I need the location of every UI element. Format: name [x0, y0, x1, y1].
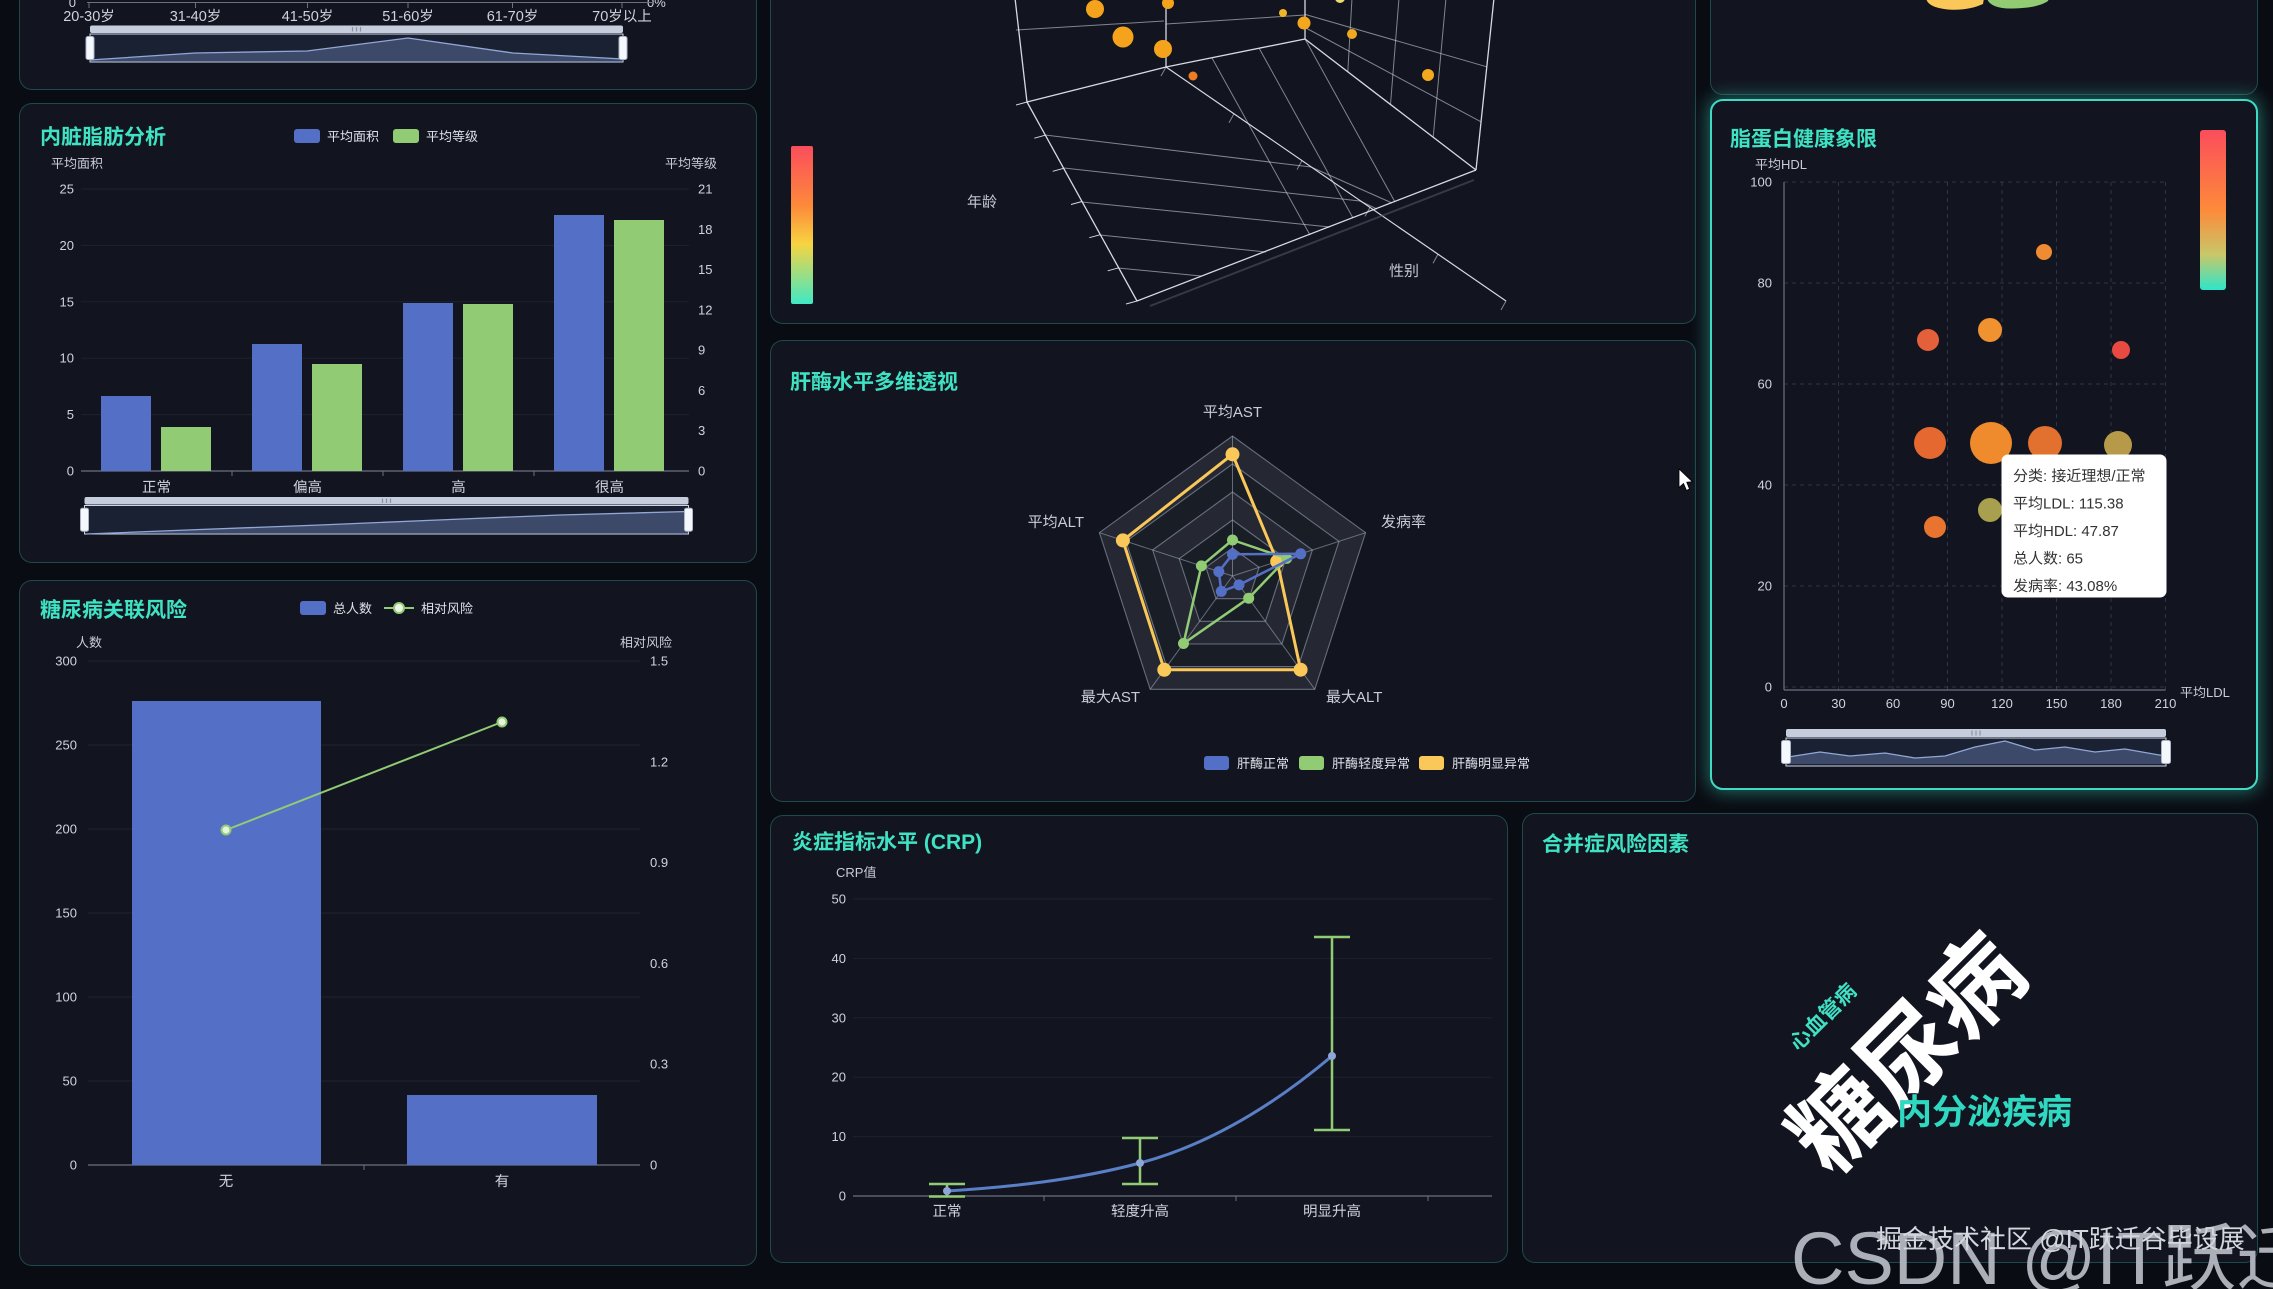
- svg-text:平均等级: 平均等级: [665, 153, 717, 172]
- svg-text:250: 250: [55, 735, 77, 754]
- svg-text:相对风险: 相对风险: [620, 632, 672, 651]
- svg-text:60: 60: [1758, 374, 1772, 393]
- svg-text:肝酶轻度异常: 肝酶轻度异常: [1332, 753, 1410, 772]
- svg-text:0: 0: [650, 1155, 657, 1174]
- svg-text:9: 9: [698, 340, 705, 359]
- svg-text:50: 50: [832, 889, 846, 908]
- svg-text:有: 有: [495, 1170, 510, 1191]
- svg-text:210: 210: [2155, 693, 2177, 712]
- svg-text:偏高: 偏高: [293, 476, 322, 497]
- svg-text:相对风险: 相对风险: [421, 598, 473, 617]
- svg-text:100: 100: [1750, 172, 1772, 191]
- svg-text:6: 6: [698, 380, 705, 399]
- svg-text:90: 90: [1940, 693, 1954, 712]
- svg-text:21: 21: [698, 179, 712, 198]
- svg-text:很高: 很高: [595, 476, 624, 497]
- svg-text:100: 100: [55, 987, 77, 1006]
- svg-text:发病率: 发病率: [1381, 511, 1426, 532]
- svg-text:15: 15: [60, 291, 74, 310]
- svg-text:25: 25: [60, 179, 74, 198]
- svg-text:20-30岁: 20-30岁: [63, 5, 115, 26]
- svg-text:51-60岁: 51-60岁: [382, 5, 434, 26]
- svg-text:40: 40: [1758, 475, 1772, 494]
- svg-text:120: 120: [1991, 693, 2013, 712]
- svg-text:80: 80: [1758, 273, 1772, 292]
- svg-text:无: 无: [219, 1170, 234, 1191]
- svg-text:平均ALT: 平均ALT: [1028, 511, 1084, 532]
- svg-text:0: 0: [839, 1186, 846, 1205]
- svg-text:糖尿病关联风险: 糖尿病关联风险: [40, 594, 187, 624]
- svg-text:20: 20: [1758, 576, 1772, 595]
- svg-text:61-70岁: 61-70岁: [487, 5, 539, 26]
- svg-text:3: 3: [698, 420, 705, 439]
- svg-text:平均LDL: 115.38: 平均LDL: 115.38: [2013, 493, 2124, 514]
- svg-text:肝酶正常: 肝酶正常: [1237, 753, 1289, 772]
- svg-text:肝酶水平多维透视: 肝酶水平多维透视: [790, 366, 958, 396]
- svg-text:0: 0: [67, 461, 74, 480]
- svg-text:20: 20: [60, 235, 74, 254]
- svg-text:20: 20: [832, 1067, 846, 1086]
- svg-text:年龄: 年龄: [967, 191, 997, 212]
- svg-text:合并症风险因素: 合并症风险因素: [1542, 828, 1689, 858]
- svg-text:平均面积: 平均面积: [51, 153, 103, 172]
- svg-text:内脏脂肪分析: 内脏脂肪分析: [40, 121, 166, 151]
- svg-text:150: 150: [55, 903, 77, 922]
- svg-text:平均面积: 平均面积: [327, 126, 379, 145]
- svg-text:0.9: 0.9: [650, 852, 668, 871]
- svg-text:最大ALT: 最大ALT: [1326, 686, 1382, 707]
- svg-text:总人数: 65: 总人数: 65: [2013, 548, 2083, 569]
- svg-text:平均AST: 平均AST: [1203, 401, 1262, 422]
- svg-text:0: 0: [69, 0, 76, 11]
- svg-text:正常: 正常: [933, 1200, 962, 1221]
- svg-text:15: 15: [698, 259, 712, 278]
- svg-text:41-50岁: 41-50岁: [282, 5, 334, 26]
- svg-text:平均HDL: 47.87: 平均HDL: 47.87: [2013, 520, 2119, 541]
- svg-text:0: 0: [1765, 677, 1772, 696]
- svg-text:1.2: 1.2: [650, 751, 668, 770]
- svg-text:200: 200: [55, 819, 77, 838]
- svg-text:300: 300: [55, 651, 77, 670]
- svg-text:40: 40: [832, 948, 846, 967]
- svg-text:脂蛋白健康象限: 脂蛋白健康象限: [1730, 123, 1877, 153]
- svg-text:30: 30: [1831, 693, 1845, 712]
- svg-text:60: 60: [1886, 693, 1900, 712]
- svg-text:5: 5: [67, 404, 74, 423]
- svg-text:肝酶明显异常: 肝酶明显异常: [1452, 753, 1530, 772]
- svg-text:平均HDL: 平均HDL: [1755, 154, 1807, 173]
- svg-text:内分泌疾病: 内分泌疾病: [1897, 1084, 2072, 1135]
- svg-text:70岁以上: 70岁以上: [592, 5, 652, 26]
- svg-text:18: 18: [698, 219, 712, 238]
- svg-text:150: 150: [2046, 693, 2068, 712]
- svg-text:性别: 性别: [1389, 260, 1419, 281]
- svg-text:31-40岁: 31-40岁: [170, 5, 222, 26]
- svg-text:炎症指标水平 (CRP): 炎症指标水平 (CRP): [792, 826, 982, 856]
- svg-text:发病率: 43.08%: 发病率: 43.08%: [2013, 575, 2117, 596]
- svg-text:人数: 人数: [76, 632, 102, 651]
- svg-text:10: 10: [60, 348, 74, 367]
- svg-text:CRP值: CRP值: [836, 862, 876, 881]
- svg-text:平均等级: 平均等级: [426, 126, 478, 145]
- svg-text:0: 0: [1780, 693, 1787, 712]
- svg-text:180: 180: [2100, 693, 2122, 712]
- svg-text:平均LDL: 平均LDL: [2180, 682, 2230, 701]
- svg-text:总人数: 总人数: [333, 598, 372, 617]
- svg-text:分类: 接近理想/正常: 分类: 接近理想/正常: [2013, 465, 2146, 486]
- svg-text:最大AST: 最大AST: [1081, 686, 1140, 707]
- svg-text:高: 高: [451, 476, 466, 497]
- svg-text:正常: 正常: [142, 476, 171, 497]
- svg-text:30: 30: [832, 1007, 846, 1026]
- svg-text:50: 50: [63, 1071, 77, 1090]
- svg-text:1.5: 1.5: [650, 651, 668, 670]
- svg-text:0: 0: [698, 461, 705, 480]
- svg-text:0.3: 0.3: [650, 1054, 668, 1073]
- svg-text:0.6: 0.6: [650, 953, 668, 972]
- svg-text:12: 12: [698, 299, 712, 318]
- svg-text:0%: 0%: [647, 0, 666, 11]
- svg-text:10: 10: [832, 1126, 846, 1145]
- svg-text:0: 0: [70, 1155, 77, 1174]
- svg-text:明显升高: 明显升高: [1303, 1200, 1361, 1221]
- svg-text:轻度升高: 轻度升高: [1111, 1200, 1169, 1221]
